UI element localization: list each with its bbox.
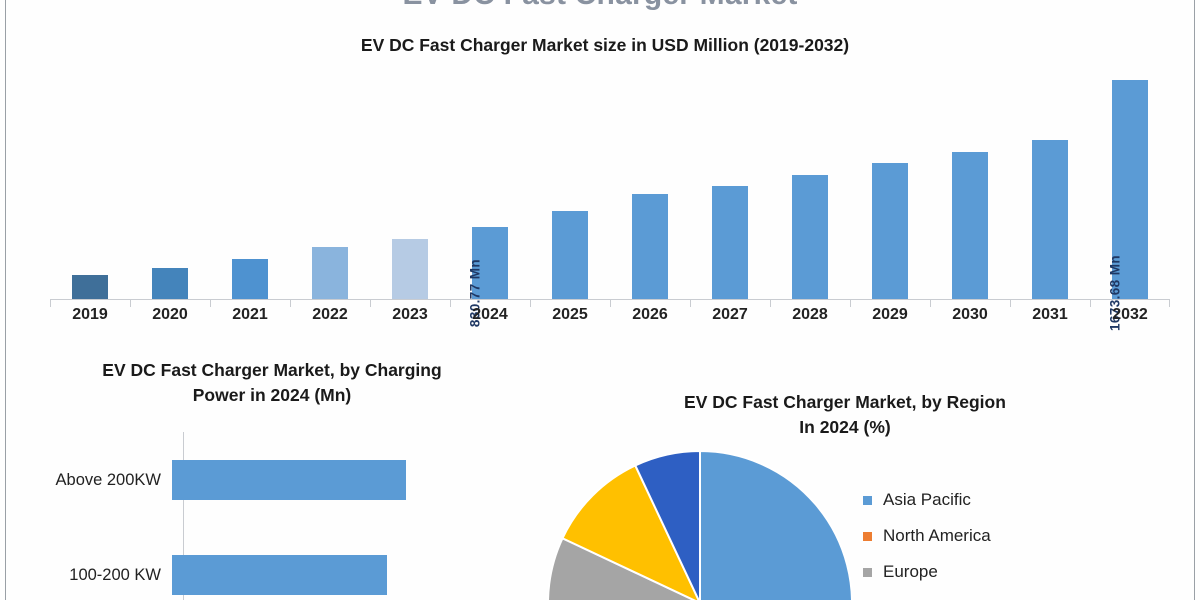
x-axis-label-2027: 2027 [712,306,748,323]
axis-tick [770,300,850,307]
x-axis-label-2025: 2025 [552,306,588,323]
pie-slice[interactable] [633,449,701,600]
x-axis-label-2030: 2030 [952,306,988,323]
bar-slot [50,65,130,299]
legend-item-europe[interactable]: Europe [863,554,1163,590]
x-axis-label-2032: 2032 [1112,306,1148,323]
pie-slice-europe[interactable] [547,536,700,600]
axis-tick [370,300,450,307]
bar-2021[interactable] [232,259,268,299]
axis-tick [690,300,770,307]
axis-tick [530,300,610,307]
bar-2032[interactable]: 1673.68 Mn [1108,80,1148,331]
legend-label: Europe [883,562,938,581]
legend-item-north-america[interactable]: North America [863,518,1163,554]
market-size-bars: 830.77 Mn 1673.68 Mn [50,65,1170,331]
bar-slot [530,65,610,299]
legend-swatch-icon [863,495,872,505]
hbar-row: Above 200KW [12,457,532,503]
x-axis-label-2028: 2028 [792,306,828,323]
pie-slice-asia-pacific[interactable] [653,449,853,600]
axis-tick [450,300,530,307]
hbar-above-200kw[interactable] [172,460,406,500]
legend-label: North America [883,526,991,545]
axis-tick [210,300,290,307]
bar-slot [850,65,930,299]
legend-item-asia-pacific[interactable]: Asia Pacific [863,482,1163,518]
x-axis-label-2022: 2022 [312,306,348,323]
market-size-bar-chart: EV DC Fast Charger Market size in USD Mi… [30,30,1180,331]
charging-power-title-line-1: EV DC Fast Charger Market, by Charging [102,360,442,380]
region-chart-title: EV DC Fast Charger Market, by Region In … [565,390,1125,441]
bar-2031[interactable] [1032,140,1068,299]
page-border-left [5,0,6,600]
axis-tick [290,300,370,307]
page-border-right [1194,0,1195,600]
hbar-category-label: 100-200 KW [69,565,161,584]
region-title-line-2: In 2024 (%) [799,417,891,438]
market-size-plot-area: 830.77 Mn 1673.68 Mn [50,65,1170,331]
bar-2029[interactable] [872,163,908,299]
x-axis-label-2029: 2029 [872,306,908,323]
bar-slot [130,65,210,299]
bar-2027[interactable] [712,186,748,299]
legend-swatch-icon [863,567,872,577]
hbar-category-label: Above 200KW [55,470,161,489]
bar-2020[interactable] [152,268,188,299]
bar-slot [290,65,370,299]
bar-2026[interactable] [632,194,668,299]
x-axis-label-2024: 2024 [472,306,508,323]
x-axis-label-2031: 2031 [1032,306,1068,323]
x-axis-label-2021: 2021 [232,306,268,323]
market-size-axis-ticks [50,300,1170,307]
bar-2028[interactable] [792,175,828,299]
bar-2024[interactable]: 830.77 Mn [468,227,508,327]
market-size-chart-title: EV DC Fast Charger Market size in USD Mi… [360,35,850,55]
region-pie-graphic [545,448,855,600]
bar-2023[interactable] [392,239,428,299]
bar-slot [930,65,1010,299]
charging-power-y-axis [183,432,184,600]
x-axis-label-2026: 2026 [632,306,668,323]
region-legend: Asia Pacific North America Europe [863,482,1163,590]
charging-power-title-line-2: Power in 2024 (Mn) [192,385,352,406]
bar-2025[interactable] [552,211,588,299]
bar-slot [370,65,450,299]
axis-tick [850,300,930,307]
bar-2019[interactable] [72,275,108,299]
axis-tick [50,300,130,307]
charging-power-bar-chart: EV DC Fast Charger Market, by Charging P… [12,358,532,600]
legend-label: Asia Pacific [883,490,971,509]
axis-tick [610,300,690,307]
axis-tick [1090,300,1170,307]
x-axis-label-2023: 2023 [392,306,428,323]
bar-slot [1010,65,1090,299]
bar-slot: 830.77 Mn [450,65,530,327]
charging-power-chart-title: EV DC Fast Charger Market, by Charging P… [12,358,532,409]
bar-2022[interactable] [312,247,348,299]
bar-2030[interactable] [952,152,988,299]
bar-slot: 1673.68 Mn [1090,65,1170,331]
bar-slot [210,65,290,299]
bar-slot [610,65,690,299]
region-title-line-1: EV DC Fast Charger Market, by Region [684,392,1006,412]
x-axis-label-2019: 2019 [72,306,108,323]
axis-tick [130,300,210,307]
region-pie-chart: EV DC Fast Charger Market, by Region In … [545,390,1195,600]
bar-slot [770,65,850,299]
bar-slot [690,65,770,299]
charging-power-plot-area: Above 200KW 100-200 KW [12,432,532,600]
axis-tick [930,300,1010,307]
axis-tick [1010,300,1090,307]
market-size-x-axis [50,299,1170,300]
page-headline: EV DC Fast Charger Market [0,0,1200,12]
legend-swatch-icon [863,531,872,541]
region-pie-svg [547,449,853,600]
pie-slice[interactable] [561,464,700,600]
hbar-100-200-kw[interactable] [172,555,387,595]
x-axis-label-2020: 2020 [152,306,188,323]
market-size-year-labels: 2019 2020 2021 2022 2023 2024 2025 2026 2027 2028… [50,306,1170,324]
hbar-row: 100-200 KW [12,552,532,598]
